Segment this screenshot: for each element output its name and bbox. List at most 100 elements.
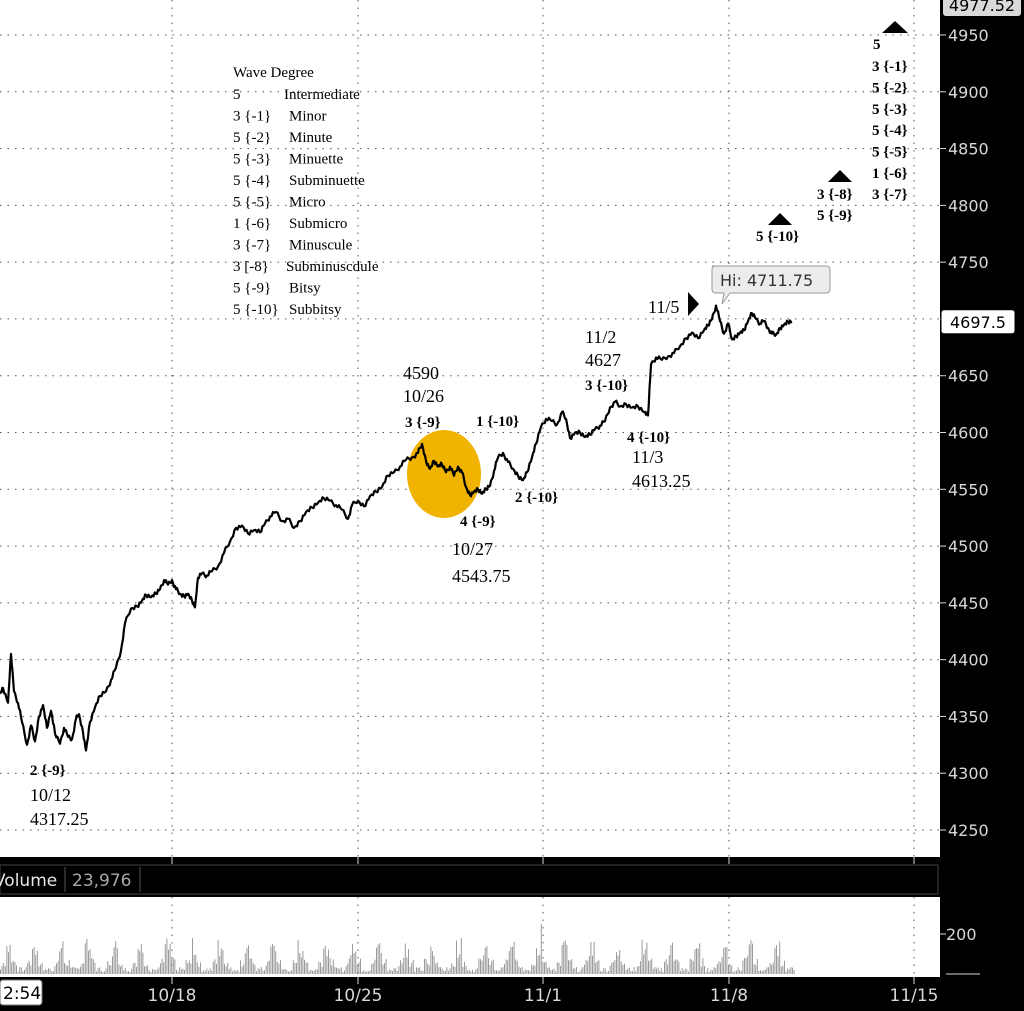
volume-bar <box>248 945 249 974</box>
volume-bar <box>676 959 678 974</box>
volume-bar <box>6 946 8 974</box>
volume-bar <box>737 967 739 974</box>
time-tick-label: 11/8 <box>710 986 748 1006</box>
price-tick-label: 4850 <box>948 140 989 159</box>
volume-bar <box>454 966 456 974</box>
volume-bar <box>332 959 334 974</box>
legend-wave-label: 5 <box>233 87 241 103</box>
volume-bar <box>41 962 43 974</box>
volume-bar <box>288 971 289 974</box>
volume-bar <box>158 967 160 974</box>
volume-bar <box>747 955 749 974</box>
volume-bar <box>123 970 125 974</box>
volume-bar <box>392 970 393 974</box>
time-axis: 10/18 10/25 11/1 11/8 11/15 <box>148 857 939 1006</box>
volume-bar <box>761 971 763 974</box>
price-tick-label: 4350 <box>948 707 989 726</box>
volume-bar <box>369 970 371 974</box>
volume-bar <box>99 967 101 974</box>
volume-bar <box>691 959 693 974</box>
volume-bar <box>416 967 417 974</box>
volume-bar <box>788 969 790 974</box>
stack-wave-label: 3 {-1} <box>872 59 908 75</box>
volume-bar <box>257 968 259 974</box>
proj-5-9-label: 5 {-9} <box>817 208 853 224</box>
volume-bar <box>427 963 429 974</box>
volume-bar <box>193 954 195 974</box>
volume-bar <box>552 969 553 974</box>
last-price-box: 4697.5 <box>940 309 1016 335</box>
volume-bar <box>496 970 497 974</box>
volume-label: Volume <box>0 871 57 891</box>
volume-bar <box>617 955 619 974</box>
wave-2-9-label: 2 {-9} <box>30 763 66 779</box>
highlight-ellipse <box>407 430 481 518</box>
volume-bar <box>268 960 270 974</box>
stack-wave-label: 1 {-6} <box>872 166 908 182</box>
volume-bar <box>190 963 192 974</box>
volume-bar <box>217 940 219 974</box>
volume-bar <box>777 956 779 974</box>
volume-bar <box>366 971 368 974</box>
volume-bar <box>142 952 144 974</box>
price-tick-label: 4750 <box>948 253 989 272</box>
volume-bar <box>136 966 137 974</box>
price-panel[interactable] <box>0 0 940 857</box>
volume-panel[interactable] <box>0 897 940 977</box>
volume-bar <box>212 961 214 974</box>
price-tick-label: 4900 <box>948 83 989 102</box>
legend-degree-name: Minor <box>289 109 327 125</box>
volume-bar <box>700 966 702 974</box>
start-time-label: 2:54 <box>3 984 41 1004</box>
volume-bar <box>284 968 286 974</box>
volume-bar <box>92 959 94 974</box>
volume-bar <box>168 949 169 974</box>
volume-bar <box>120 966 121 974</box>
volume-bar <box>771 964 773 974</box>
volume-bar <box>19 967 21 974</box>
volume-bar <box>584 964 585 974</box>
volume-bar <box>172 958 174 974</box>
volume-bar <box>593 941 595 974</box>
volume-bar <box>590 942 592 974</box>
volume-bar <box>673 960 675 974</box>
volume-bar <box>460 938 462 974</box>
date-10-12-label: 10/12 <box>30 785 71 805</box>
hi-callout: Hi: 4711.75 <box>711 265 831 305</box>
volume-bar <box>187 963 189 974</box>
volume-bar <box>350 955 352 974</box>
volume-bar <box>216 963 217 974</box>
volume-bar <box>273 945 275 974</box>
volume-bar <box>462 966 464 974</box>
volume-bar <box>225 966 227 974</box>
volume-bar <box>592 955 593 974</box>
volume-bar <box>164 944 166 974</box>
volume-bar <box>326 956 328 974</box>
volume-bar <box>622 965 624 974</box>
price-tick-label: 4300 <box>948 764 989 783</box>
legend-wave-label: 3 {-7} <box>233 238 271 254</box>
volume-bar <box>376 947 377 974</box>
volume-bar <box>249 958 251 974</box>
volume-bar <box>481 960 483 974</box>
volume-bar <box>609 965 611 974</box>
volume-bar <box>236 970 238 974</box>
stack-top-label: 5 <box>873 37 881 53</box>
volume-bar <box>188 960 190 974</box>
volume-bar <box>600 971 601 974</box>
volume-bar <box>96 971 97 974</box>
volume-bar <box>728 964 729 974</box>
volume-bar <box>433 956 435 974</box>
volume-bar <box>337 968 339 974</box>
volume-bar <box>152 969 153 974</box>
volume-bar <box>745 958 747 974</box>
volume-bar <box>449 968 451 974</box>
volume-bar <box>174 959 176 974</box>
volume-bar <box>560 965 561 974</box>
volume-bar <box>542 961 544 974</box>
volume-bar <box>139 951 141 974</box>
price-tick-label: 4400 <box>948 651 989 670</box>
legend-degree-name: Minuscule <box>289 238 353 254</box>
price-line <box>0 304 793 752</box>
